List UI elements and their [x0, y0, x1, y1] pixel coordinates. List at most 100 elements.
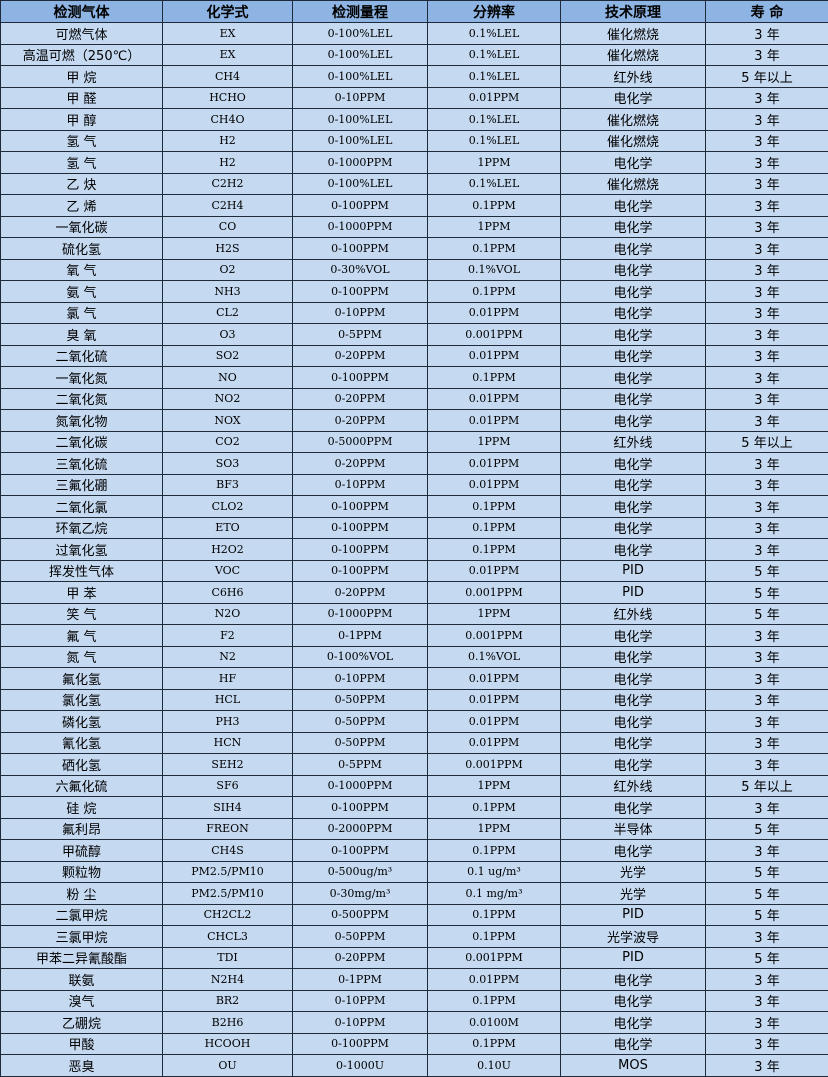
- formula-cell: SF6: [163, 775, 293, 797]
- lifespan-cell: 3 年: [706, 646, 828, 668]
- principle-cell: 电化学: [561, 152, 706, 174]
- gas-cell: 甲 醛: [1, 87, 163, 109]
- range-cell: 0-30mg/m³: [293, 883, 428, 905]
- formula-cell: SEH2: [163, 754, 293, 776]
- lifespan-cell: 5 年以上: [706, 66, 828, 88]
- resolution-cell: 0.0100M: [428, 1012, 561, 1034]
- resolution-cell: 1PPM: [428, 603, 561, 625]
- principle-cell: 催化燃烧: [561, 109, 706, 131]
- gas-cell: 联氨: [1, 969, 163, 991]
- resolution-cell: 0.1PPM: [428, 840, 561, 862]
- formula-cell: CHCL3: [163, 926, 293, 948]
- gas-cell: 臭 氧: [1, 324, 163, 346]
- formula-cell: HCN: [163, 732, 293, 754]
- resolution-cell: 0.1%LEL: [428, 109, 561, 131]
- resolution-cell: 0.1PPM: [428, 904, 561, 926]
- lifespan-cell: 5 年: [706, 603, 828, 625]
- range-cell: 0-10PPM: [293, 302, 428, 324]
- principle-cell: 电化学: [561, 216, 706, 238]
- range-cell: 0-100PPM: [293, 840, 428, 862]
- lifespan-cell: 5 年: [706, 904, 828, 926]
- formula-cell: PM2.5/PM10: [163, 883, 293, 905]
- resolution-cell: 0.01PPM: [428, 732, 561, 754]
- formula-cell: BF3: [163, 474, 293, 496]
- principle-cell: 电化学: [561, 625, 706, 647]
- resolution-cell: 0.01PPM: [428, 969, 561, 991]
- formula-cell: SO2: [163, 345, 293, 367]
- principle-cell: 电化学: [561, 754, 706, 776]
- range-cell: 0-1000PPM: [293, 603, 428, 625]
- lifespan-cell: 3 年: [706, 517, 828, 539]
- formula-cell: ETO: [163, 517, 293, 539]
- gas-cell: 甲 烷: [1, 66, 163, 88]
- principle-cell: 电化学: [561, 345, 706, 367]
- principle-cell: 电化学: [561, 1012, 706, 1034]
- range-cell: 0-100%VOL: [293, 646, 428, 668]
- formula-cell: CH4: [163, 66, 293, 88]
- range-cell: 0-1000PPM: [293, 775, 428, 797]
- lifespan-cell: 3 年: [706, 754, 828, 776]
- range-cell: 0-50PPM: [293, 689, 428, 711]
- resolution-cell: 0.1PPM: [428, 496, 561, 518]
- principle-cell: 电化学: [561, 969, 706, 991]
- formula-cell: HCL: [163, 689, 293, 711]
- gas-cell: 硒化氢: [1, 754, 163, 776]
- header-lifespan: 寿 命: [706, 1, 828, 23]
- formula-cell: FREON: [163, 818, 293, 840]
- principle-cell: 电化学: [561, 410, 706, 432]
- gas-cell: 氟利昂: [1, 818, 163, 840]
- resolution-cell: 1PPM: [428, 152, 561, 174]
- resolution-cell: 0.1%LEL: [428, 44, 561, 66]
- range-cell: 0-100%LEL: [293, 130, 428, 152]
- gas-cell: 二氯甲烷: [1, 904, 163, 926]
- principle-cell: 半导体: [561, 818, 706, 840]
- resolution-cell: 0.01PPM: [428, 560, 561, 582]
- gas-cell: 乙 烯: [1, 195, 163, 217]
- formula-cell: BR2: [163, 990, 293, 1012]
- range-cell: 0-20PPM: [293, 345, 428, 367]
- resolution-cell: 0.1%VOL: [428, 259, 561, 281]
- principle-cell: 催化燃烧: [561, 23, 706, 45]
- range-cell: 0-30%VOL: [293, 259, 428, 281]
- lifespan-cell: 3 年: [706, 130, 828, 152]
- lifespan-cell: 3 年: [706, 259, 828, 281]
- formula-cell: B2H6: [163, 1012, 293, 1034]
- principle-cell: 催化燃烧: [561, 44, 706, 66]
- range-cell: 0-100PPM: [293, 195, 428, 217]
- resolution-cell: 0.1PPM: [428, 926, 561, 948]
- resolution-cell: 0.01PPM: [428, 711, 561, 733]
- formula-cell: CO: [163, 216, 293, 238]
- gas-cell: 二氧化氯: [1, 496, 163, 518]
- resolution-cell: 0.01PPM: [428, 689, 561, 711]
- formula-cell: TDI: [163, 947, 293, 969]
- principle-cell: 电化学: [561, 302, 706, 324]
- resolution-cell: 0.1%LEL: [428, 66, 561, 88]
- principle-cell: 电化学: [561, 840, 706, 862]
- lifespan-cell: 3 年: [706, 969, 828, 991]
- resolution-cell: 0.001PPM: [428, 947, 561, 969]
- resolution-cell: 0.01PPM: [428, 474, 561, 496]
- formula-cell: NO2: [163, 388, 293, 410]
- resolution-cell: 1PPM: [428, 818, 561, 840]
- range-cell: 0-100PPM: [293, 517, 428, 539]
- lifespan-cell: 3 年: [706, 926, 828, 948]
- lifespan-cell: 3 年: [706, 238, 828, 260]
- formula-cell: PH3: [163, 711, 293, 733]
- range-cell: 0-10PPM: [293, 87, 428, 109]
- resolution-cell: 0.01PPM: [428, 345, 561, 367]
- resolution-cell: 0.1PPM: [428, 517, 561, 539]
- principle-cell: 红外线: [561, 66, 706, 88]
- lifespan-cell: 3 年: [706, 410, 828, 432]
- resolution-cell: 0.1PPM: [428, 1033, 561, 1055]
